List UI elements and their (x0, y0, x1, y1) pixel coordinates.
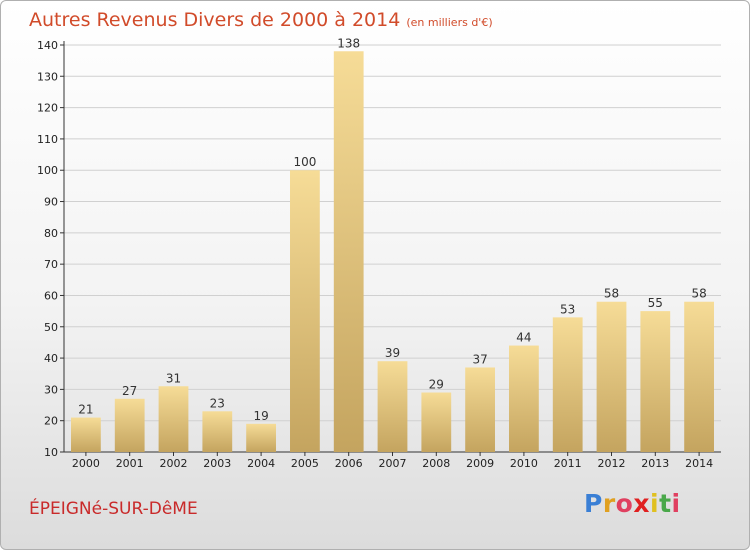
x-tick-label: 2008 (422, 457, 450, 470)
y-tick-label: 90 (44, 196, 58, 209)
x-tick-label: 2012 (598, 457, 626, 470)
bar-value-label: 29 (429, 378, 444, 392)
bar-value-label: 44 (516, 331, 531, 345)
bar (333, 51, 364, 453)
commune-name: ÉPEIGNé-SUR-DêME (29, 499, 198, 519)
x-tick-label: 2011 (554, 457, 582, 470)
bar (509, 345, 539, 452)
logo-letter: i (671, 489, 681, 518)
y-tick-label: 120 (37, 102, 58, 115)
bar-value-label: 58 (604, 287, 619, 301)
bar (596, 301, 627, 452)
logo-letter: o (615, 489, 634, 518)
bar (684, 301, 714, 452)
logo-letter: P (584, 489, 603, 518)
logo-letter: x (633, 489, 650, 518)
logo-letter: r (602, 489, 616, 518)
x-tick-label: 2014 (685, 457, 713, 470)
bar (552, 317, 583, 452)
x-tick-label: 2013 (641, 457, 669, 470)
bar-value-label: 37 (472, 352, 487, 366)
x-tick-label: 2007 (379, 457, 407, 470)
bar-value-label: 39 (385, 346, 400, 360)
proxiti-logo: Proxiti (584, 489, 681, 518)
bar-value-label: 100 (293, 155, 316, 169)
y-tick-label: 20 (44, 415, 58, 428)
y-tick-label: 140 (37, 39, 58, 52)
y-tick-label: 10 (44, 446, 58, 459)
bar (71, 417, 101, 452)
x-tick-label: 2009 (466, 457, 494, 470)
bar (202, 411, 233, 452)
y-tick-label: 50 (44, 321, 58, 334)
y-tick-label: 80 (44, 227, 58, 240)
y-tick-label: 30 (44, 383, 58, 396)
bar (246, 423, 276, 452)
bar-value-label: 55 (648, 296, 663, 310)
bar (377, 361, 408, 452)
y-tick-label: 40 (44, 352, 58, 365)
bar-value-label: 19 (253, 409, 268, 423)
bar (640, 311, 671, 452)
y-tick-label: 100 (37, 164, 58, 177)
y-tick-label: 110 (37, 133, 58, 146)
logo-letter: t (659, 489, 672, 518)
x-tick-label: 2010 (510, 457, 538, 470)
y-tick-label: 70 (44, 258, 58, 271)
x-tick-label: 2006 (335, 457, 363, 470)
x-tick-label: 2000 (72, 457, 100, 470)
bar-value-label: 58 (691, 287, 706, 301)
bar-value-label: 31 (166, 371, 181, 385)
x-tick-label: 2004 (247, 457, 275, 470)
logo-letter: i (650, 489, 660, 518)
bar (290, 170, 320, 452)
y-tick-label: 130 (37, 70, 58, 83)
bar-value-label: 21 (78, 403, 93, 417)
chart-title: Autres Revenus Divers de 2000 à 2014 (en … (29, 9, 493, 31)
x-tick-label: 2005 (291, 457, 319, 470)
x-tick-label: 2002 (160, 457, 188, 470)
bar-value-label: 53 (560, 302, 575, 316)
bar-value-label: 27 (122, 384, 137, 398)
bar (421, 392, 452, 452)
bar-value-label: 23 (210, 396, 225, 410)
x-tick-label: 2001 (116, 457, 144, 470)
bar (158, 386, 189, 452)
x-tick-label: 2003 (203, 457, 231, 470)
bar-value-label: 138 (337, 36, 360, 50)
bar (465, 367, 495, 452)
chart-title-text: Autres Revenus Divers de 2000 à 2014 (29, 9, 401, 31)
bar (114, 398, 145, 452)
chart-unit: (en milliers d'€) (406, 16, 493, 29)
y-tick-label: 60 (44, 289, 58, 302)
